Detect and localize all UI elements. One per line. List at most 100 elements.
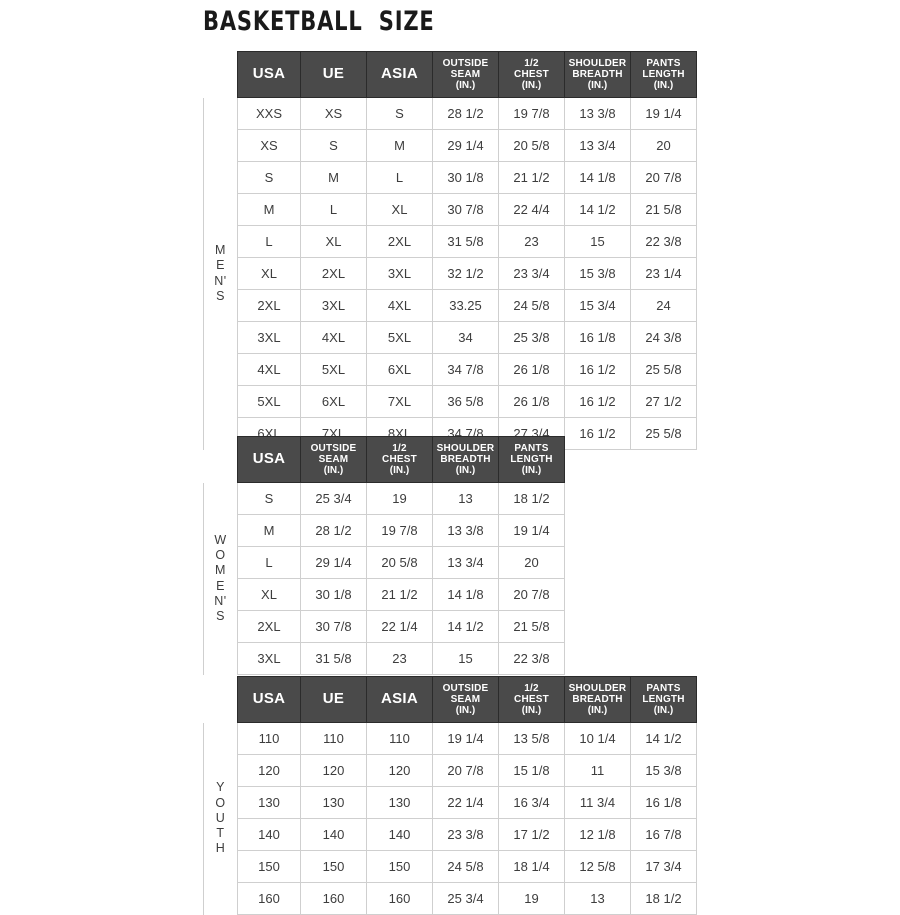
measurement-cell: 16 7/8: [630, 818, 697, 851]
column-header-title: SEAM: [450, 693, 481, 705]
measurement-cell: 25 3/8: [498, 321, 565, 354]
column-header-title: BREADTH: [572, 693, 623, 705]
measurement-cell: 19: [498, 882, 565, 915]
table-row: L XL 2XL 31 5/8 23 15 22 3/8: [204, 225, 697, 258]
group-label-letter: U: [215, 810, 226, 825]
measurement-cell: 120: [300, 754, 367, 787]
measurement-cell: 29 1/4: [300, 546, 367, 579]
measurement-cell: 24 5/8: [498, 289, 565, 322]
measurement-cell: 15: [564, 225, 631, 258]
column-header-3: 1/2 CHEST (IN.): [366, 436, 433, 483]
column-header-unit: (IN.): [323, 465, 344, 477]
measurement-cell: 13 3/8: [432, 514, 499, 547]
measurement-cell: 12 5/8: [564, 850, 631, 883]
size-cell: 2XL: [237, 610, 301, 643]
table-row: L 29 1/4 20 5/8 13 3/4 20: [204, 546, 565, 579]
size-cell: 5XL: [237, 385, 301, 418]
measurement-cell: 23 3/8: [432, 818, 499, 851]
measurement-cell: 150: [300, 850, 367, 883]
measurement-cell: 16 1/8: [630, 786, 697, 819]
measurement-cell: 13: [564, 882, 631, 915]
column-header-title: SHOULDER: [568, 682, 627, 694]
group-label-letter: W: [214, 532, 227, 547]
measurement-cell: 13 3/4: [564, 129, 631, 162]
size-cell: 160: [237, 882, 301, 915]
header-corner-spacer: [203, 51, 238, 98]
table-row: S M L 30 1/8 21 1/2 14 1/8 20 7/8: [204, 161, 697, 194]
column-header-unit: (IN.): [653, 80, 674, 92]
measurement-cell: L: [300, 193, 367, 226]
group-label-letter: E: [216, 578, 225, 593]
measurement-cell: 30 1/8: [432, 161, 499, 194]
measurement-cell: 15 3/8: [630, 754, 697, 787]
measurement-cell: 4XL: [300, 321, 367, 354]
measurement-cell: 110: [300, 722, 367, 755]
column-header-4: SHOULDER BREADTH (IN.): [432, 436, 499, 483]
group-label-mens: M E N' S: [203, 97, 238, 450]
group-label-letter: M: [215, 563, 226, 578]
measurement-cell: 23 1/4: [630, 257, 697, 290]
measurement-cell: 6XL: [366, 353, 433, 386]
column-header-2: UE: [300, 51, 367, 98]
column-header-title: CHEST: [514, 693, 549, 705]
table-row: Y O U T H 110 110 110 19 1/4 13 5/8 10 1/4 14 1/2: [203, 722, 697, 915]
size-cell: XL: [237, 257, 301, 290]
measurement-cell: 32 1/2: [432, 257, 499, 290]
measurement-cell: 120: [366, 754, 433, 787]
measurement-cell: 19 7/8: [498, 97, 565, 130]
measurement-cell: 5XL: [366, 321, 433, 354]
column-header-title: 1/2: [524, 57, 539, 69]
measurement-cell: 24 3/8: [630, 321, 697, 354]
measurement-cell: 24 5/8: [432, 850, 499, 883]
size-cell: XS: [237, 129, 301, 162]
column-header-3: ASIA: [366, 676, 433, 723]
measurement-cell: 16 3/4: [498, 786, 565, 819]
measurement-cell: 34: [432, 321, 499, 354]
measurement-cell: 15 3/4: [564, 289, 631, 322]
measurement-cell: 25 3/4: [432, 882, 499, 915]
measurement-cell: 21 5/8: [630, 193, 697, 226]
measurement-cell: 20 7/8: [498, 578, 565, 611]
measurement-cell: 30 1/8: [300, 578, 367, 611]
page-title: BASKETBALL SIZE: [203, 6, 435, 37]
column-header-unit: (IN.): [455, 465, 476, 477]
size-cell: L: [237, 546, 301, 579]
measurement-cell: 22 1/4: [432, 786, 499, 819]
measurement-cell: 15 3/8: [564, 257, 631, 290]
size-cell: 110: [237, 722, 301, 755]
column-header-6: SHOULDER BREADTH (IN.): [564, 51, 631, 98]
size-cell: 3XL: [237, 642, 301, 675]
table-row: 4XL 5XL 6XL 34 7/8 26 1/8 16 1/2 25 5/8: [204, 353, 697, 386]
group-label-letter: O: [215, 795, 226, 810]
group-label-letters: W O M E N' S: [204, 533, 237, 625]
measurement-cell: 26 1/8: [498, 353, 565, 386]
size-cell: XXS: [237, 97, 301, 130]
measurement-cell: 22 3/8: [630, 225, 697, 258]
measurement-cell: 23: [366, 642, 433, 675]
size-cell: 130: [237, 786, 301, 819]
group-label-letter: M: [215, 243, 226, 257]
table-row: 5XL 6XL 7XL 36 5/8 26 1/8 16 1/2 27 1/2: [204, 385, 697, 418]
column-header-title: SHOULDER: [568, 57, 627, 69]
column-header-unit: (IN.): [521, 80, 542, 92]
measurement-cell: 19 7/8: [366, 514, 433, 547]
table-row: M L XL 30 7/8 22 4/4 14 1/2 21 5/8: [204, 193, 697, 226]
column-header-title: UE: [322, 690, 345, 708]
measurement-cell: 12 1/8: [564, 818, 631, 851]
measurement-cell: 31 5/8: [300, 642, 367, 675]
measurement-cell: 16 1/2: [564, 417, 631, 450]
column-header-5: 1/2 CHEST (IN.): [498, 676, 565, 723]
group-label-letter: E: [216, 258, 225, 273]
measurement-cell: 11: [564, 754, 631, 787]
column-header-title: OUTSIDE: [442, 682, 489, 694]
size-cell: M: [237, 514, 301, 547]
measurement-cell: 13 5/8: [498, 722, 565, 755]
measurement-cell: XS: [300, 97, 367, 130]
column-header-5: 1/2 CHEST (IN.): [498, 51, 565, 98]
column-header-title: PANTS: [646, 57, 681, 69]
measurement-cell: 140: [366, 818, 433, 851]
measurement-cell: 130: [300, 786, 367, 819]
measurement-cell: 23 3/4: [498, 257, 565, 290]
table-row: 3XL 4XL 5XL 34 25 3/8 16 1/8 24 3/8: [204, 321, 697, 354]
measurement-cell: S: [366, 97, 433, 130]
